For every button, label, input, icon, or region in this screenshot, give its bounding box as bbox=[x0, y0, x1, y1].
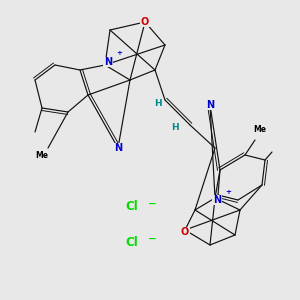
Text: O: O bbox=[141, 17, 149, 27]
Text: Me: Me bbox=[35, 151, 49, 160]
Text: O: O bbox=[181, 227, 189, 237]
Text: +: + bbox=[225, 189, 231, 195]
Text: N: N bbox=[206, 100, 214, 110]
Text: H: H bbox=[171, 124, 179, 133]
Text: −: − bbox=[148, 234, 157, 244]
Text: N: N bbox=[104, 57, 112, 67]
Text: Cl: Cl bbox=[125, 236, 138, 248]
Text: N: N bbox=[114, 143, 122, 153]
Text: Cl: Cl bbox=[125, 200, 138, 214]
Text: N: N bbox=[213, 195, 221, 205]
Text: H: H bbox=[154, 98, 162, 107]
Text: Me: Me bbox=[254, 125, 266, 134]
Text: +: + bbox=[116, 50, 122, 56]
Text: −: − bbox=[148, 199, 157, 209]
